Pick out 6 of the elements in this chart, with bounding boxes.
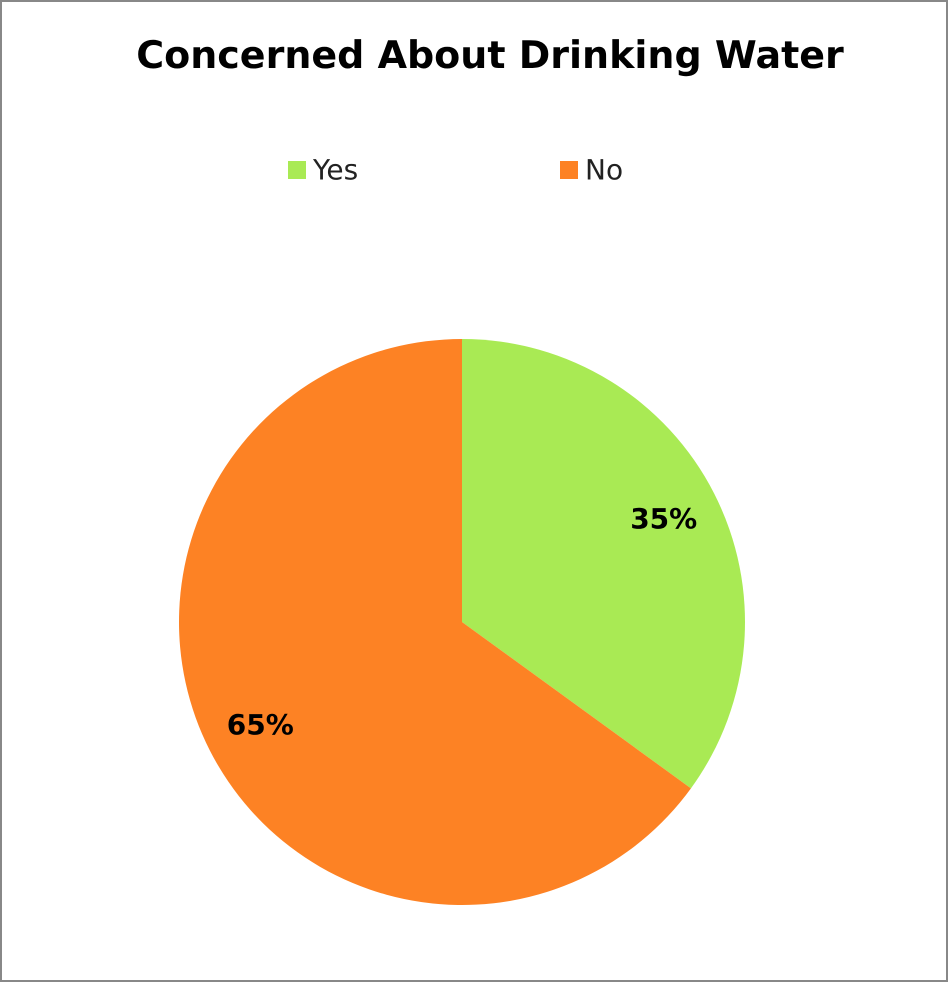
legend-label: No — [585, 154, 624, 186]
pie-slice — [462, 339, 745, 788]
legend-label: Yes — [312, 154, 358, 186]
data-label: 65% — [226, 708, 294, 742]
chart-title: Concerned About Drinking Water — [136, 33, 844, 77]
data-label: 35% — [630, 502, 698, 536]
